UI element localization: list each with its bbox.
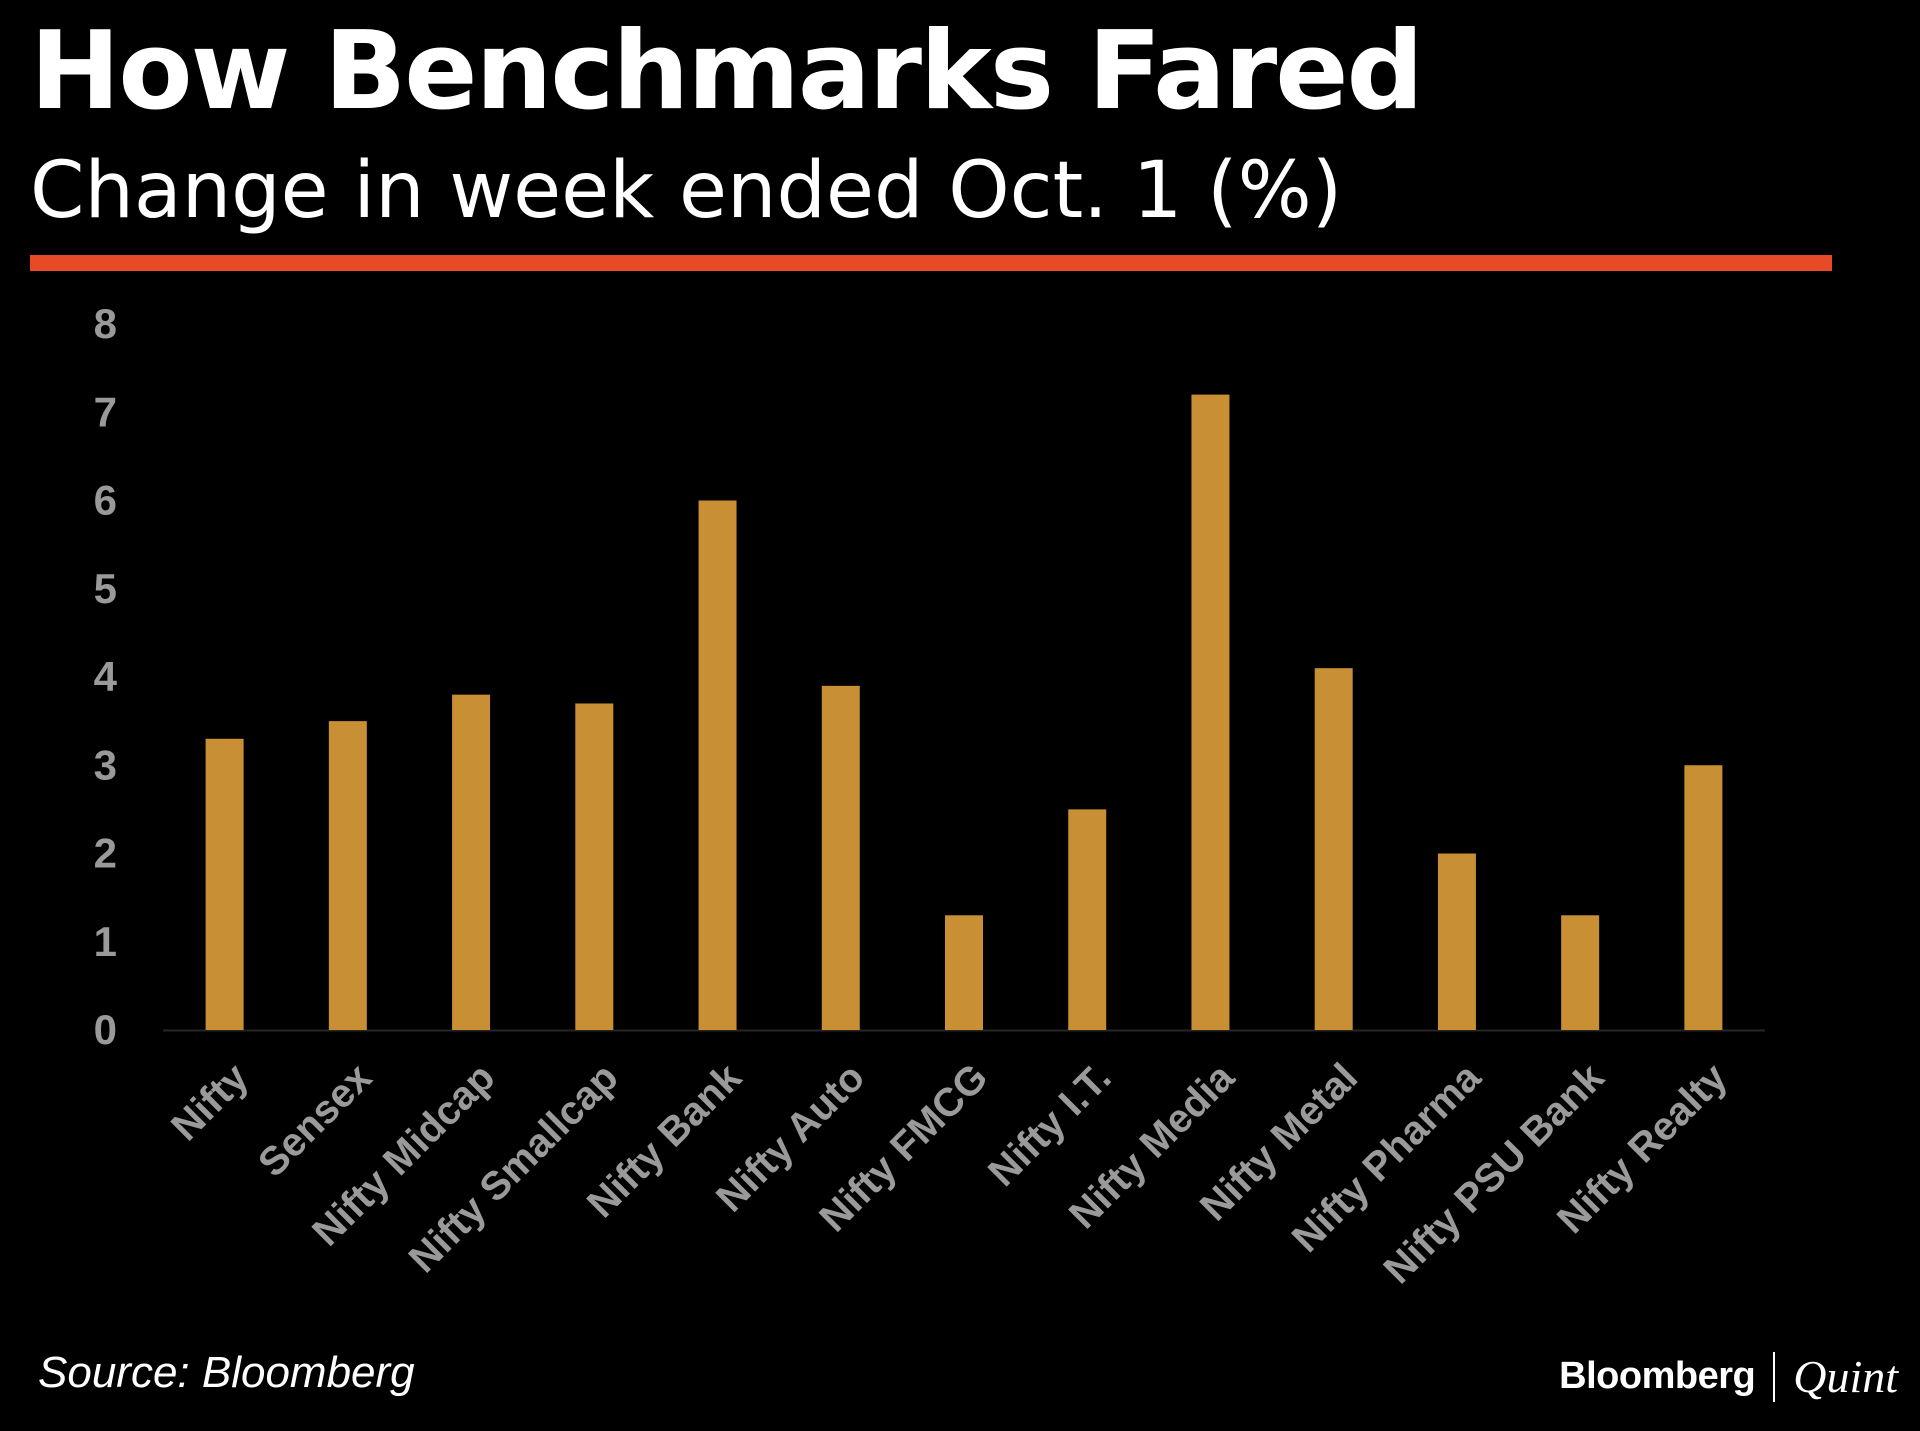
y-tick-label: 8 bbox=[94, 300, 117, 347]
y-tick-label: 6 bbox=[94, 477, 117, 524]
y-tick-label: 7 bbox=[94, 388, 117, 435]
y-tick-label: 4 bbox=[94, 653, 118, 700]
y-tick-label: 2 bbox=[94, 830, 117, 877]
logo-quint-text: Quint bbox=[1793, 1351, 1898, 1402]
logo-divider bbox=[1773, 1351, 1776, 1402]
y-tick-label: 5 bbox=[94, 565, 117, 612]
y-tick-label: 1 bbox=[94, 918, 117, 965]
x-tick-label: Nifty PSU Bank bbox=[1376, 1055, 1614, 1293]
bar bbox=[698, 500, 737, 1030]
chart-subtitle: Change in week ended Oct. 1 (%) bbox=[30, 146, 1343, 236]
y-tick-label: 3 bbox=[94, 741, 117, 788]
x-tick-label: Nifty Smallcap bbox=[401, 1055, 627, 1281]
bar bbox=[452, 694, 491, 1030]
source-note: Source: Bloomberg bbox=[38, 1348, 415, 1397]
accent-rule bbox=[30, 255, 1832, 271]
y-tick-label: 0 bbox=[94, 1006, 117, 1053]
chart-title: How Benchmarks Fared bbox=[30, 9, 1424, 134]
bar bbox=[1684, 765, 1723, 1030]
bar bbox=[821, 685, 860, 1030]
bar bbox=[1437, 853, 1476, 1030]
bar bbox=[328, 721, 367, 1030]
bar bbox=[1068, 809, 1107, 1030]
bar bbox=[205, 738, 244, 1030]
bar bbox=[945, 915, 983, 1030]
bar bbox=[1314, 668, 1353, 1030]
bar bbox=[575, 703, 614, 1030]
bar bbox=[1191, 394, 1230, 1031]
bar bbox=[1561, 915, 1600, 1030]
logo-bloomberg-text: Bloomberg bbox=[1559, 1355, 1756, 1397]
publisher-logo: Bloomberg Quint bbox=[1559, 1350, 1898, 1403]
x-tick-label: Nifty bbox=[163, 1055, 257, 1149]
